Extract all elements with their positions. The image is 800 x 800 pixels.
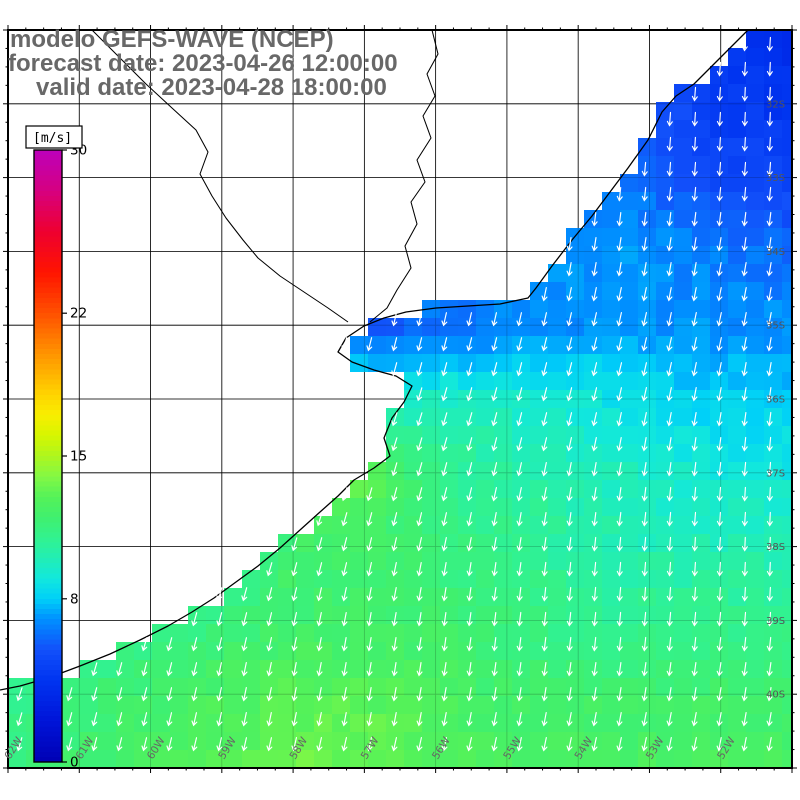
river-border-path-1 (91, 29, 349, 323)
forecast-date-text: forecast date: 2023-04-26 12:00:00 (8, 50, 398, 77)
colorbar-tick-label: 15 (70, 449, 87, 465)
colorbar-tick-label: 8 (70, 591, 79, 607)
lat-tick-label: 35S (766, 321, 785, 332)
map-frame (3, 25, 797, 773)
lat-tick-label: 32S (766, 99, 785, 110)
lat-tick-label: 34S (766, 247, 785, 258)
coastline-path (0, 29, 749, 691)
lat-tick-label: 39S (766, 616, 785, 627)
title-block: modelo GEFS-WAVE (NCEP) forecast date: 2… (8, 26, 398, 101)
lat-tick-label: 40S (766, 690, 785, 701)
colorbar-tick-label: 0 (70, 755, 79, 771)
model-title: modelo GEFS-WAVE (NCEP) (10, 26, 334, 53)
valid-date-text: valid date: 2023-04-28 18:00:00 (36, 74, 387, 101)
lat-axis-labels: 32S 33S 34S 35S 36S 37S 38S 39S 40S (766, 99, 785, 700)
lat-tick-label: 38S (766, 542, 785, 553)
lat-tick-label: 36S (766, 395, 785, 406)
colorbar-tick-label: 22 (70, 306, 87, 322)
lat-tick-label: 33S (766, 173, 785, 184)
river-border-path-0 (369, 29, 439, 323)
wind-arrows (16, 36, 773, 752)
wind-speed-field (8, 30, 792, 768)
coastline-layer (0, 29, 749, 691)
lat-tick-label: 37S (766, 468, 785, 479)
colorbar-unit-box (25, 125, 83, 149)
colorbar-unit-label: [m/s] (33, 131, 72, 146)
